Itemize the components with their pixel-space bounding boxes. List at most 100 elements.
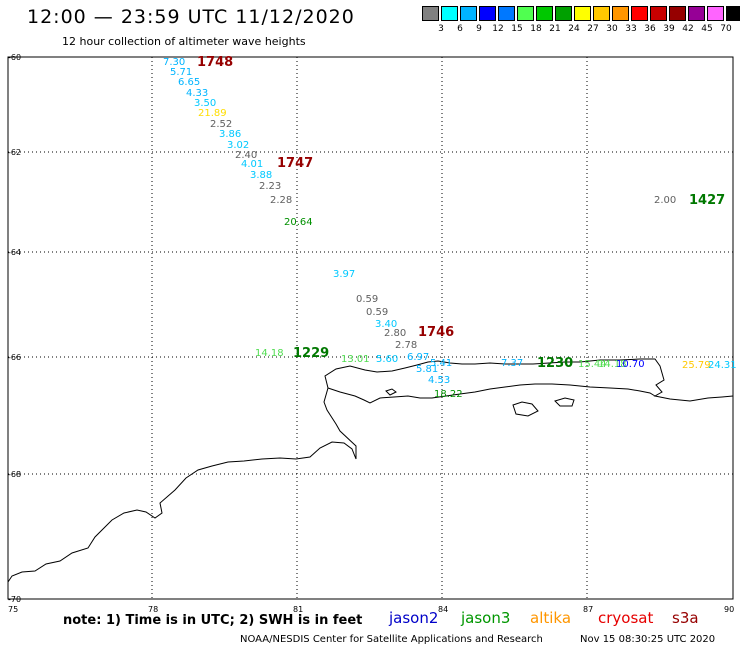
wave-height-label: 7.37: [501, 358, 523, 369]
legend-swatch: [593, 6, 610, 21]
legend-swatch: [688, 6, 705, 21]
wave-height-label: 14.18: [598, 359, 627, 370]
satellite-name-s3a: s3a: [672, 609, 699, 627]
legend-label: 3: [438, 24, 444, 34]
wave-height-label: 2.52: [210, 119, 232, 130]
lon-tick-label: 75: [8, 605, 18, 614]
wave-height-label: 18.22: [434, 389, 463, 400]
legend-label: 33: [625, 24, 637, 34]
legend-swatch: [612, 6, 629, 21]
wave-height-label: 10.70: [616, 359, 645, 370]
legend-swatch: [479, 6, 496, 21]
wave-height-label: 0.59: [366, 307, 388, 318]
satellite-name-jason2: jason2: [389, 609, 439, 627]
wave-height-label: 0.59: [356, 294, 378, 305]
legend-swatch: [574, 6, 591, 21]
legend-swatch: [669, 6, 686, 21]
wave-height-label: 4.53: [428, 375, 450, 386]
legend-swatch: [460, 6, 477, 21]
wave-height-label: 2.28: [270, 195, 292, 206]
lon-tick-label: 78: [148, 605, 158, 614]
wave-height-label: 25.79: [682, 360, 711, 371]
chart-title: 12:00 — 23:59 UTC 11/12/2020: [27, 6, 355, 28]
legend-label: 30: [606, 24, 618, 34]
legend-swatch: [517, 6, 534, 21]
wave-height-label: 2.40: [235, 150, 257, 161]
lon-tick-label: 84: [438, 605, 448, 614]
legend-label: 27: [587, 24, 599, 34]
legend-label: 36: [644, 24, 656, 34]
legend-swatch: [422, 6, 439, 21]
lat-tick-label: -62: [8, 148, 21, 157]
wave-height-labels: 7.30 1748 5.716.654.333.5021.892.523.863.0…: [163, 55, 737, 400]
satellite-name-jason3: jason3: [461, 609, 511, 627]
credit-line: NOAA/NESDIS Center for Satellite Applica…: [240, 634, 543, 645]
pass-time-label: 1747: [277, 156, 313, 171]
wave-height-label: 24.31: [708, 360, 737, 371]
wave-height-label: 7.30: [163, 57, 185, 68]
lon-tick-label: 87: [583, 605, 593, 614]
wave-height-label: 15.44: [578, 359, 607, 370]
legend-label: 12: [492, 24, 504, 34]
wave-height-label: 5.81: [416, 364, 438, 375]
legend-label: 45: [701, 24, 713, 34]
satellite-name-cryosat: cryosat: [598, 609, 654, 627]
coastline: [7, 358, 734, 583]
legend-label: 39: [663, 24, 675, 34]
legend-swatch: [555, 6, 572, 21]
lat-lon-grid: [8, 57, 733, 599]
wave-height-label: 4.01: [241, 159, 263, 170]
wave-height-label: 6.97: [407, 352, 429, 363]
legend-label: 42: [682, 24, 694, 34]
legend-swatch: [536, 6, 553, 21]
chart-subtitle: 12 hour collection of altimeter wave hei…: [62, 35, 306, 48]
legend-swatch: [707, 6, 724, 21]
wave-height-label: 5.71: [170, 67, 192, 78]
legend-label: 15: [511, 24, 523, 34]
pass-time-label: 1746: [418, 325, 454, 340]
lon-tick-label: 81: [293, 605, 303, 614]
wave-height-label: 3.86: [219, 129, 241, 140]
wave-height-label: 4.33: [186, 88, 208, 99]
legend-label: 21: [549, 24, 561, 34]
satellite-name-altika: altika: [530, 609, 572, 627]
wave-height-label: 5.60: [376, 354, 398, 365]
lat-tick-label: -64: [8, 248, 21, 257]
pass-time-label: 1427: [689, 193, 725, 208]
pass-time-label: 1229: [293, 346, 329, 361]
lat-tick-label: -66: [8, 353, 21, 362]
wave-height-label: 5.41: [430, 358, 452, 369]
pass-time-label: 1748: [197, 55, 233, 70]
lat-tick-label: -68: [8, 470, 21, 479]
map-frame: [7, 56, 734, 600]
legend-swatch: [650, 6, 667, 21]
legend-label: 24: [568, 24, 580, 34]
wave-height-label: 2.23: [259, 181, 281, 192]
wave-height-label: 2.78: [395, 340, 417, 351]
legend-swatch: [726, 6, 740, 21]
wave-height-label: 3.97: [333, 269, 355, 280]
wave-height-label: 21.89: [198, 108, 227, 119]
legend-swatch: [498, 6, 515, 21]
wave-height-label: 13.01: [341, 354, 370, 365]
wave-height-label: 2.00: [654, 195, 676, 206]
footer-note: note: 1) Time is in UTC; 2) SWH is in fe…: [63, 613, 363, 628]
legend-label: 6: [457, 24, 463, 34]
wave-height-label: 6.65: [178, 77, 200, 88]
wave-height-label: 3.02: [227, 140, 249, 151]
legend-label: 18: [530, 24, 542, 34]
legend-swatch: [631, 6, 648, 21]
pass-time-label: 1230: [537, 356, 573, 371]
timestamp: Nov 15 08:30:25 UTC 2020: [580, 634, 716, 645]
wave-height-label: 20.64: [284, 217, 313, 228]
wave-height-label: 14.18: [255, 348, 284, 359]
wave-height-label: 2.80: [384, 328, 406, 339]
lat-tick-label: -60: [8, 53, 21, 62]
lat-tick-label: -70: [8, 595, 21, 604]
legend-swatch: [441, 6, 458, 21]
lon-tick-label: 90: [724, 605, 734, 614]
legend-label: 70: [720, 24, 732, 34]
wave-height-label: 3.88: [250, 170, 272, 181]
